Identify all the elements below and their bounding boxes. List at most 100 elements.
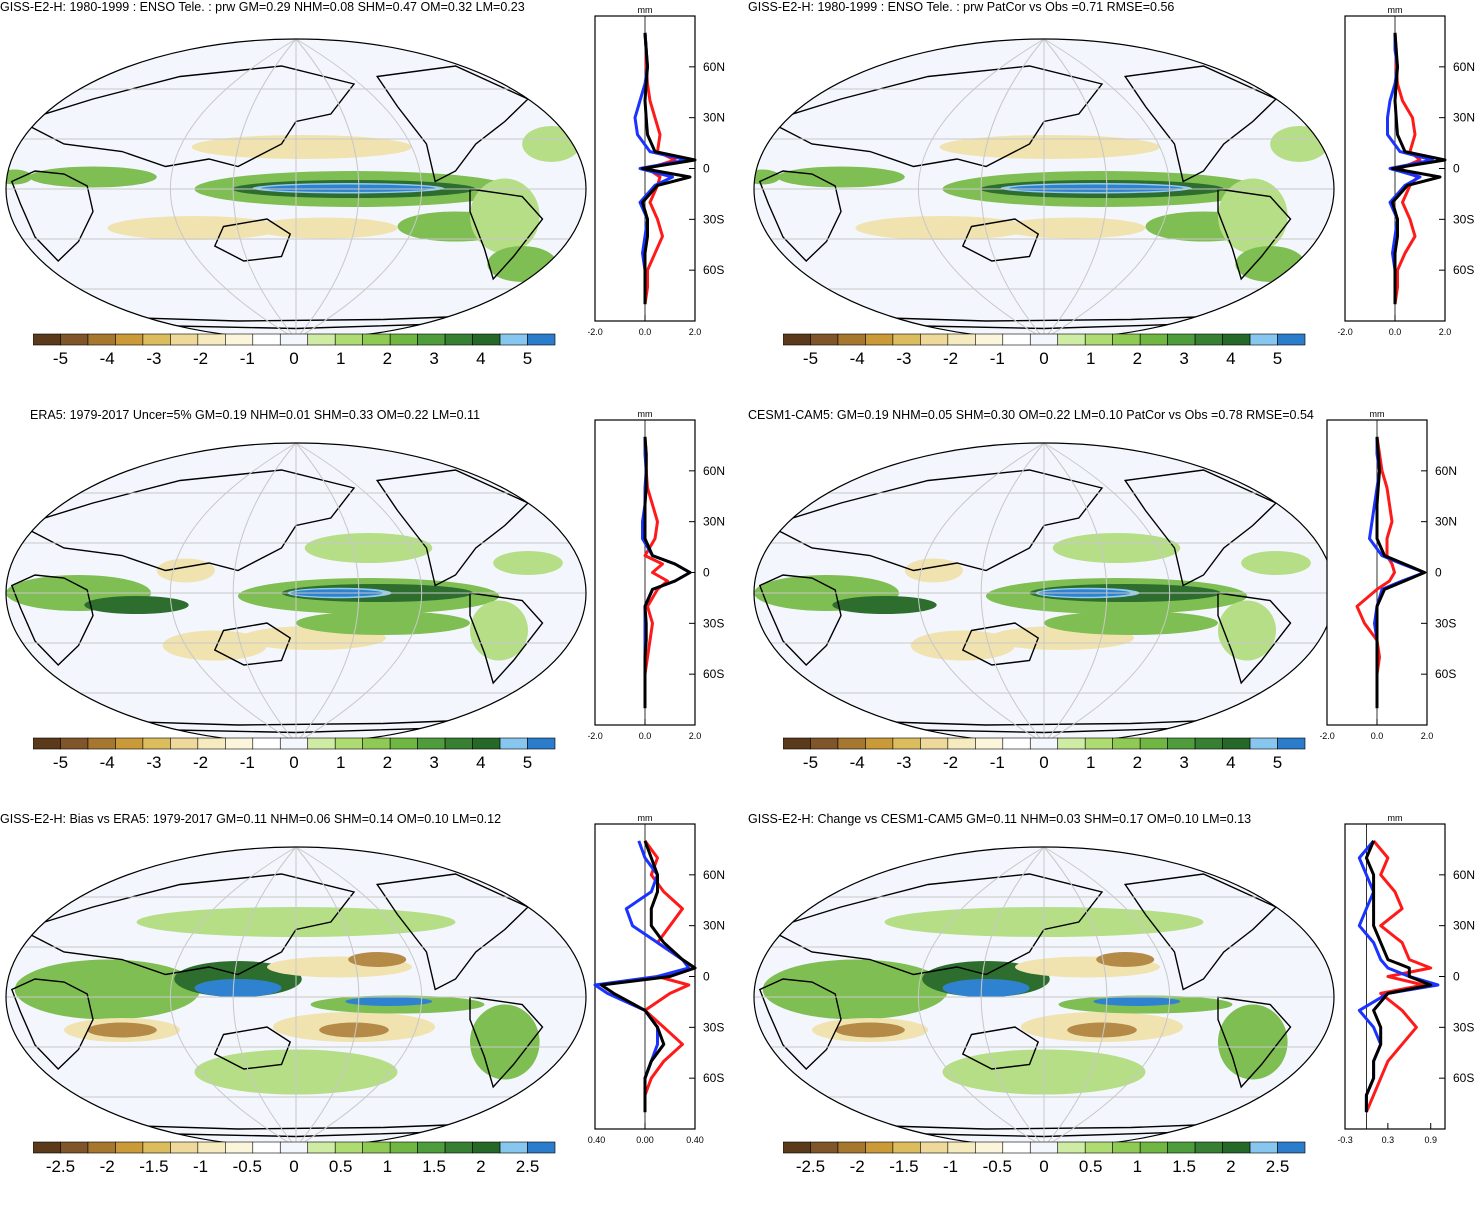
- coastline: [1217, 188, 1292, 281]
- colorbar-label: -5: [803, 753, 818, 772]
- lat-tick-label: 30N: [1453, 111, 1475, 125]
- map-shading: [1000, 217, 1146, 239]
- map-shading: [1218, 600, 1276, 661]
- map-shading: [87, 1022, 157, 1038]
- coastline: [1217, 592, 1292, 685]
- lat-tick-label: 0: [1435, 566, 1442, 580]
- x-tick-label: -2.0: [588, 327, 603, 337]
- lat-tick-label: 60S: [1453, 1071, 1474, 1085]
- coastline: [758, 978, 842, 1070]
- coastline: [10, 170, 94, 262]
- colorbar-swatch: [1139, 333, 1168, 346]
- colorbar-swatch: [975, 737, 1004, 750]
- colorbar-swatch: [892, 1141, 921, 1154]
- zonal-mean-plot: mm 60N 30N 0 30S 60S -2.0 0.0 2.0: [588, 5, 725, 337]
- map: [5, 442, 587, 744]
- colorbar-label: 0: [1039, 1157, 1048, 1176]
- graticule-lon: [232, 442, 297, 744]
- colorbar-swatch: [1222, 1141, 1251, 1154]
- colorbar-label: 4: [1226, 349, 1235, 368]
- map-shading: [754, 169, 781, 185]
- coastline: [469, 592, 544, 685]
- graticule-lon: [980, 38, 1045, 340]
- colorbar-swatch: [33, 333, 61, 346]
- colorbar-swatch: [499, 737, 528, 750]
- panel-p3: ERA5: 1979-2017 Uncer=5% GM=0.19 NHM=0.0…: [0, 404, 735, 804]
- colorbar-swatch: [1222, 737, 1251, 750]
- map-shading: [1096, 952, 1155, 967]
- lat-tick-label: 60N: [703, 464, 725, 478]
- colorbar-swatch: [865, 737, 894, 750]
- colorbar-swatch: [472, 1141, 501, 1154]
- panel-p5: GISS-E2-H: Bias vs ERA5: 1979-2017 GM=0.…: [0, 808, 735, 1208]
- colorbar-swatch: [444, 333, 473, 346]
- colorbar-swatch: [1029, 333, 1059, 346]
- colorbar: -5 -4 -3 -2 -1 0 1 2 3 4 5: [783, 333, 1306, 368]
- colorbar-swatch: [389, 737, 418, 750]
- lat-tick-label: 0: [1453, 162, 1460, 176]
- map-shading: [191, 135, 412, 159]
- colorbar-swatch: [225, 333, 254, 346]
- lat-tick-label: 60S: [703, 667, 724, 681]
- colorbar-swatch: [1249, 737, 1278, 750]
- map: [753, 442, 1335, 744]
- colorbar-swatch: [1002, 1141, 1031, 1154]
- coastline: [766, 469, 1104, 572]
- colorbar-swatch: [417, 737, 446, 750]
- colorbar-swatch: [1194, 737, 1223, 750]
- coastline: [766, 873, 1104, 976]
- x-tick-label: 0.0: [639, 731, 652, 741]
- colorbar-label: 2: [1133, 753, 1142, 772]
- colorbar-label: -1.5: [139, 1157, 168, 1176]
- graticule-lon: [295, 38, 360, 340]
- map-shading: [855, 216, 1030, 240]
- colorbar-label: -3: [146, 349, 161, 368]
- colorbar-label: 1: [383, 1157, 392, 1176]
- colorbar-label: 3: [429, 753, 438, 772]
- colorbar-label: -5: [803, 349, 818, 368]
- colorbar-swatch: [362, 1141, 391, 1154]
- colorbar-swatch: [389, 333, 418, 346]
- panel-title: CESM1-CAM5: GM=0.19 NHM=0.05 SHM=0.30 OM…: [748, 408, 1314, 422]
- colorbar-swatch: [115, 737, 144, 750]
- map-shading: [470, 600, 528, 661]
- colorbar-label: 1: [336, 753, 345, 772]
- map: [753, 846, 1335, 1148]
- colorbar-label: 1: [1133, 1157, 1142, 1176]
- lat-tick-label: 60S: [1453, 263, 1474, 277]
- coastline: [1123, 65, 1278, 183]
- colorbar-swatch: [60, 737, 89, 750]
- lat-tick-label: 0: [703, 970, 710, 984]
- x-tick-label: 2.0: [689, 731, 702, 741]
- colorbar-swatch: [1139, 737, 1168, 750]
- colorbar-swatch: [975, 1141, 1004, 1154]
- colorbar-swatch: [947, 333, 976, 346]
- colorbar-swatch: [60, 333, 89, 346]
- coastline: [758, 574, 842, 666]
- map-shading: [942, 979, 1030, 997]
- lat-tick-label: 60N: [703, 60, 725, 74]
- colorbar-swatch: [1139, 1141, 1168, 1154]
- lat-tick-label: 30S: [1453, 1020, 1474, 1034]
- colorbar-swatch: [1167, 1141, 1196, 1154]
- colorbar-swatch: [334, 737, 363, 750]
- colorbar-label: 2.5: [1266, 1157, 1290, 1176]
- colorbar-swatch: [115, 333, 144, 346]
- map: [753, 38, 1335, 340]
- panel-p2: GISS-E2-H: 1980-1999 : ENSO Tele. : prw …: [748, 0, 1483, 400]
- colorbar-swatch: [472, 333, 501, 346]
- colorbar-swatch: [115, 1141, 144, 1154]
- colorbar-swatch: [252, 1141, 281, 1154]
- colorbar-label: -1: [240, 349, 255, 368]
- x-tick-label: 2.0: [689, 327, 702, 337]
- colorbar-swatch: [1112, 737, 1141, 750]
- graticule-lon: [170, 442, 297, 744]
- coastline: [18, 65, 356, 168]
- colorbar-swatch: [87, 737, 116, 750]
- graticule-lon: [1043, 846, 1170, 1148]
- colorbar-label: 0: [289, 753, 298, 772]
- map-shading: [296, 611, 470, 635]
- map-shading: [835, 1022, 905, 1038]
- map-shading: [84, 596, 189, 614]
- colorbar-swatch: [417, 1141, 446, 1154]
